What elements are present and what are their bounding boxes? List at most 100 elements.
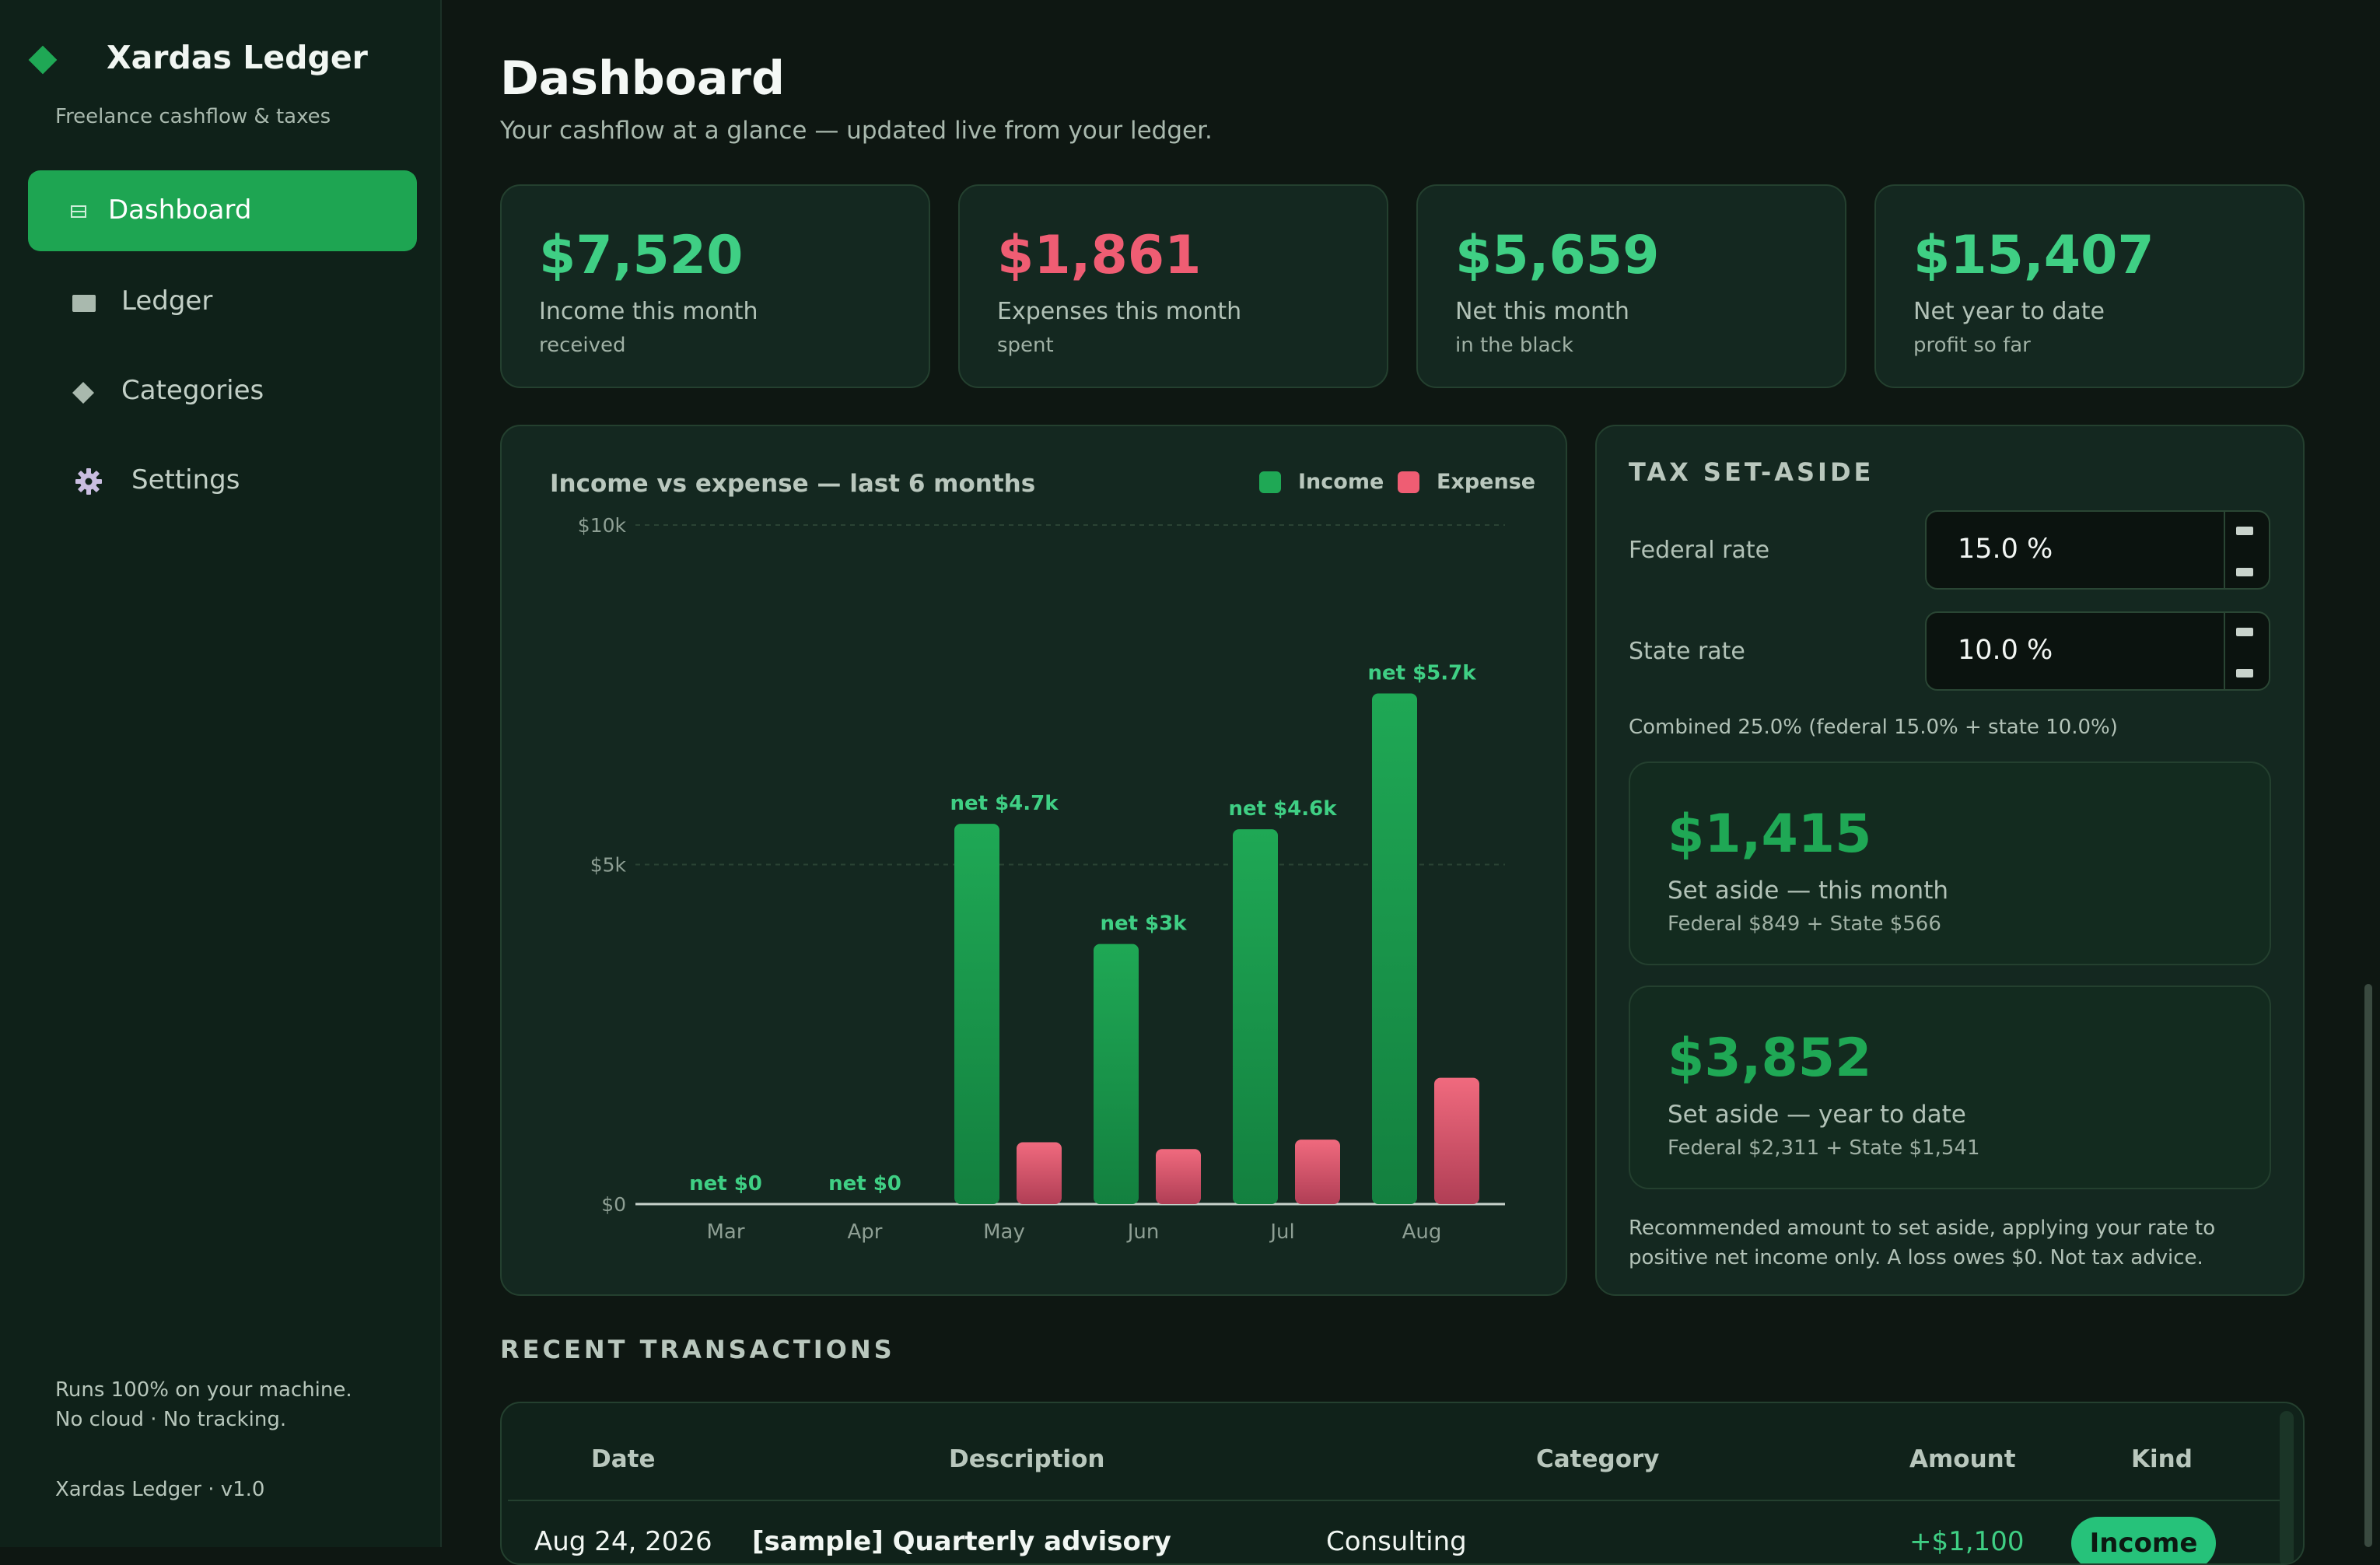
sidebar-item-label: Categories xyxy=(121,375,264,406)
x-tick-label: Mar xyxy=(706,1220,744,1244)
federal-rate-label: Federal rate xyxy=(1629,537,1770,564)
stat-label: Expenses this month xyxy=(997,298,1242,325)
cell-date: Aug 24, 2026 xyxy=(534,1526,712,1557)
expense-bar xyxy=(1295,1140,1340,1204)
federal-rate-value: 15.0 % xyxy=(1958,534,2053,565)
income-bar xyxy=(1372,693,1417,1204)
x-tick-label: Jun xyxy=(1126,1220,1160,1244)
stepper-divider xyxy=(2224,512,2225,588)
state-rate-stepper[interactable]: 10.0 % xyxy=(1925,611,2270,691)
sidebar-item-label: Settings xyxy=(131,464,240,495)
federal-rate-stepper[interactable]: 15.0 % xyxy=(1925,510,2270,590)
stat-label: Income this month xyxy=(539,298,758,325)
income-expense-chart: $0 $5k $10k net $0 Mar net $0 Apr net $4.7k May n… xyxy=(578,514,1505,1244)
sidebar-item-settings[interactable]: Settings xyxy=(28,441,417,522)
state-rate-value: 10.0 % xyxy=(1958,635,2053,666)
page-subtitle: Your cashflow at a glance — updated live… xyxy=(500,117,1213,145)
column-header-amount[interactable]: Amount xyxy=(1909,1445,2016,1473)
column-header-category[interactable]: Category xyxy=(1536,1445,1660,1473)
decrement-button[interactable] xyxy=(2236,568,2253,576)
tax-disclaimer: Recommended amount to set aside, applyin… xyxy=(1629,1217,2216,1269)
income-bar xyxy=(1094,944,1139,1204)
stat-card-income: $7,520 Income this month received xyxy=(500,184,930,388)
transactions-table: Date Description Category Amount Kind Au… xyxy=(500,1402,2305,1565)
app-tagline: Freelance cashflow & taxes xyxy=(55,105,331,128)
stat-value: $5,659 xyxy=(1455,225,1660,286)
set-aside-month-detail: Federal $849 + State $566 xyxy=(1668,912,1941,936)
stat-label: Net this month xyxy=(1455,298,1629,325)
legend-swatch-income xyxy=(1259,471,1281,493)
state-rate-label: State rate xyxy=(1629,638,1745,665)
increment-button[interactable] xyxy=(2236,527,2253,535)
y-tick-label: $10k xyxy=(578,514,627,537)
cell-description: [sample] Quarterly advisory xyxy=(752,1526,1171,1557)
set-aside-ytd-card: $3,852 Set aside — year to date Federal … xyxy=(1629,986,2271,1189)
stat-card-expenses: $1,861 Expenses this month spent xyxy=(958,184,1388,388)
column-header-description[interactable]: Description xyxy=(949,1445,1105,1473)
ledger-icon xyxy=(72,295,96,312)
sidebar-item-categories[interactable]: Categories xyxy=(28,352,417,432)
stat-sub: received xyxy=(539,334,626,357)
stat-value: $7,520 xyxy=(539,225,744,286)
cell-amount: +$1,100 xyxy=(1909,1526,2025,1557)
header-divider xyxy=(508,1500,2281,1501)
tax-heading: TAX SET-ASIDE xyxy=(1629,457,1874,487)
kind-badge: Income xyxy=(2071,1517,2216,1563)
dashboard-icon xyxy=(71,205,86,218)
expense-bar xyxy=(1156,1149,1201,1204)
sidebar-item-ledger[interactable]: Ledger xyxy=(28,262,417,343)
x-tick-label: May xyxy=(983,1220,1025,1244)
gear-icon xyxy=(75,468,102,495)
page-scrollbar[interactable] xyxy=(2364,984,2372,1547)
net-label: net $5.7k xyxy=(1367,662,1476,685)
stat-label: Net year to date xyxy=(1913,298,2105,325)
income-bar xyxy=(954,824,999,1204)
table-scrollbar[interactable] xyxy=(2280,1411,2294,1563)
set-aside-month-card: $1,415 Set aside — this month Federal $8… xyxy=(1629,761,2271,965)
net-label: net $0 xyxy=(689,1172,762,1196)
net-label: net $3k xyxy=(1100,912,1187,936)
legend-swatch-expense xyxy=(1398,471,1419,493)
chart-title: Income vs expense — last 6 months xyxy=(550,470,1036,498)
set-aside-ytd-detail: Federal $2,311 + State $1,541 xyxy=(1668,1136,1980,1160)
cell-category: Consulting xyxy=(1326,1526,1467,1557)
y-tick-label: $0 xyxy=(601,1193,626,1216)
sidebar-item-label: Ledger xyxy=(121,285,213,317)
transactions-heading: RECENT TRANSACTIONS xyxy=(500,1335,895,1364)
app-name: Xardas Ledger xyxy=(107,39,368,76)
stat-card-net-month: $5,659 Net this month in the black xyxy=(1416,184,1846,388)
decrement-button[interactable] xyxy=(2236,669,2253,677)
legend-label-expense: Expense xyxy=(1437,470,1536,494)
sidebar-item-label: Dashboard xyxy=(108,194,252,226)
set-aside-ytd-label: Set aside — year to date xyxy=(1668,1101,1966,1129)
app-version: Xardas Ledger · v1.0 xyxy=(55,1478,265,1501)
expense-bar xyxy=(1434,1077,1479,1204)
stat-value: $15,407 xyxy=(1913,225,2154,286)
stat-card-net-ytd: $15,407 Net year to date profit so far xyxy=(1874,184,2305,388)
legend-label-income: Income xyxy=(1298,470,1384,494)
net-label: net $4.6k xyxy=(1228,797,1337,821)
stat-value: $1,861 xyxy=(997,225,1202,286)
sidebar: Xardas Ledger Freelance cashflow & taxes… xyxy=(0,0,442,1547)
brand-logo-icon xyxy=(28,45,58,75)
x-tick-label: Jul xyxy=(1269,1220,1294,1244)
privacy-line: Runs 100% on your machine. xyxy=(55,1378,352,1402)
income-bar xyxy=(1233,829,1278,1204)
net-label: net $4.7k xyxy=(950,792,1059,815)
expense-bar xyxy=(1017,1142,1062,1204)
column-header-kind[interactable]: Kind xyxy=(2131,1445,2193,1473)
increment-button[interactable] xyxy=(2236,628,2253,636)
sidebar-item-dashboard[interactable]: Dashboard xyxy=(28,170,417,251)
categories-icon xyxy=(72,382,94,404)
privacy-note: Runs 100% on your machine. No cloud · No… xyxy=(55,1375,352,1434)
y-tick-label: $5k xyxy=(590,854,627,877)
stat-sub: profit so far xyxy=(1913,334,2031,357)
stat-sub: in the black xyxy=(1455,334,1573,357)
net-label: net $0 xyxy=(828,1172,901,1196)
stat-sub: spent xyxy=(997,334,1054,357)
column-header-date[interactable]: Date xyxy=(591,1445,656,1473)
x-tick-label: Apr xyxy=(848,1220,883,1244)
stepper-divider xyxy=(2224,613,2225,689)
chart-card: Income vs expense — last 6 months Income… xyxy=(500,425,1567,1296)
set-aside-month-label: Set aside — this month xyxy=(1668,877,1949,905)
